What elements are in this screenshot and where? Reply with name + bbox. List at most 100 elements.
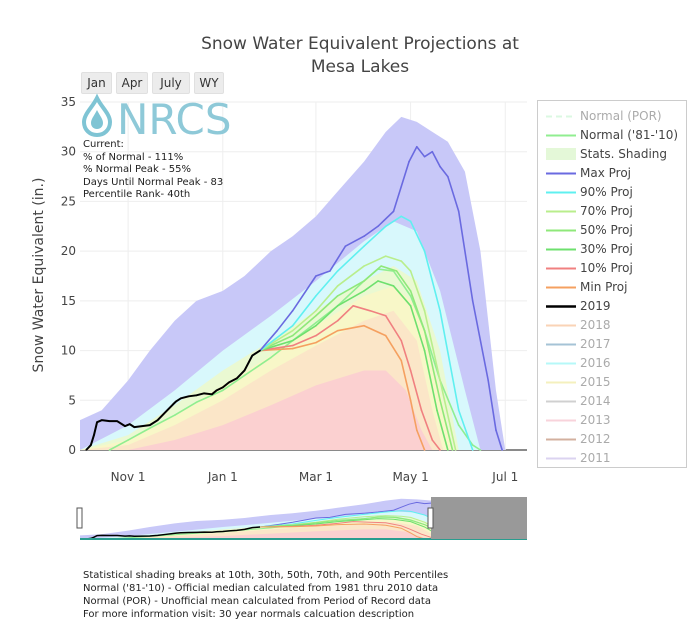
current-year-line-point: [96, 421, 98, 423]
projection-70-proj-point: [336, 285, 339, 287]
legend-symbol: [546, 457, 576, 460]
footnotes: Statistical shading breaks at 10th, 30th…: [83, 569, 448, 621]
projection-min-proj-point: [423, 449, 426, 451]
projection-70-proj-point: [454, 449, 457, 451]
projection-90-proj: [259, 215, 474, 451]
legend-item-2015[interactable]: 2015: [538, 373, 686, 392]
current-year-line-point: [128, 423, 131, 425]
projection-30-proj-point: [447, 449, 449, 451]
legend-label: 2012: [580, 432, 611, 446]
legend-item-50-proj[interactable]: 50% Proj: [538, 221, 686, 240]
projection-50-proj-point: [423, 329, 426, 332]
legend-symbol: [546, 134, 576, 137]
projection-max-proj-point: [416, 145, 418, 148]
current-year-line-point: [211, 393, 213, 396]
legend-item-2019[interactable]: 2019: [538, 297, 686, 316]
x-tick-label: Jul 1: [491, 470, 518, 484]
info-line-current: Current:: [83, 139, 124, 150]
current-year-line-point: [215, 389, 218, 392]
legend-symbol: [546, 305, 576, 308]
zoom-button-jan[interactable]: Jan: [81, 72, 112, 94]
info-line-pct-normal-peak: % Normal Peak - 55%: [83, 164, 191, 175]
legend-label: 50% Proj: [580, 223, 633, 237]
legend-item-2012[interactable]: 2012: [538, 430, 686, 449]
current-year-line-point: [164, 411, 167, 414]
current-year-line-point: [195, 394, 198, 397]
projection-50-proj-point: [439, 399, 441, 402]
legend-item-2016[interactable]: 2016: [538, 354, 686, 373]
projection-min-proj-point: [416, 429, 418, 431]
projection-30-proj-point: [336, 305, 339, 307]
legend-item-min-proj[interactable]: Min Proj: [538, 278, 686, 297]
zoom-button-july[interactable]: July: [152, 72, 190, 94]
projection-max-proj-point: [487, 379, 489, 382]
legend-symbol: [546, 267, 576, 270]
range-slider[interactable]: [76, 496, 528, 540]
legend-label: Min Proj: [580, 280, 628, 294]
chart-title-line2: Mesa Lakes: [310, 57, 410, 77]
current-year-line-point: [85, 449, 88, 451]
legend-item-max-proj[interactable]: Max Proj: [538, 164, 686, 183]
projection-90-proj-point: [291, 324, 294, 327]
legend-symbol: [546, 148, 576, 160]
legend-item-2011[interactable]: 2011: [538, 449, 686, 468]
normal-line-point: [315, 321, 317, 324]
projection-70-proj-point: [400, 260, 403, 262]
current-year-line-point: [251, 354, 254, 357]
projection-min-proj-point: [409, 399, 412, 402]
current-year-line-point: [149, 424, 151, 426]
legend-label: 2019: [580, 299, 611, 313]
projection-50-proj-point: [380, 265, 382, 267]
projection-max-proj-point: [431, 150, 434, 153]
legend-item-normal-por[interactable]: Normal (POR): [538, 107, 686, 126]
projection-90-proj-point: [400, 215, 403, 218]
legend-item-2014[interactable]: 2014: [538, 392, 686, 411]
current-year-line-point: [175, 400, 178, 403]
legend-symbol: [546, 172, 576, 175]
projection-30-proj-point: [377, 280, 379, 282]
normal-line-point: [173, 414, 176, 417]
footnote-normal-por: Normal (POR) - Unofficial mean calculate…: [83, 596, 431, 607]
legend-label: 2015: [580, 375, 611, 389]
projection-10-proj-point: [352, 305, 354, 307]
current-year-line-point: [172, 403, 174, 406]
legend-symbol: [546, 438, 576, 441]
info-line-days-until-peak: Days Until Normal Peak - 83: [83, 176, 224, 188]
legend-item-normal-81-10[interactable]: Normal ('81-'10): [538, 126, 686, 145]
zoom-button-wy[interactable]: WY: [194, 72, 224, 94]
legend-item-30-proj[interactable]: 30% Proj: [538, 240, 686, 259]
legend-symbol: [546, 248, 576, 251]
slider-left-handle[interactable]: [76, 507, 83, 529]
legend-item-stats-shading[interactable]: Stats. Shading: [538, 145, 686, 164]
current-year-line-point: [221, 386, 224, 389]
zoom-button-apr[interactable]: Apr: [116, 72, 148, 94]
current-year-line-point: [187, 395, 190, 398]
current-year-line-point: [243, 369, 246, 372]
projection-50-proj-point: [395, 270, 398, 272]
slider-right-handle[interactable]: [427, 507, 434, 529]
y-tick-label: 0: [68, 443, 76, 457]
projection-max-proj-point: [377, 225, 379, 228]
legend-label: Normal ('81-'10): [580, 128, 679, 142]
normal-line-point: [270, 356, 272, 359]
projection-90-proj-point: [315, 295, 317, 297]
projection-30-proj-point: [291, 339, 294, 342]
projection-50-proj-point: [336, 295, 339, 297]
legend-item-10-proj[interactable]: 10% Proj: [538, 259, 686, 278]
legend-item-90-proj[interactable]: 90% Proj: [538, 183, 686, 202]
normal-line-point: [221, 389, 224, 392]
projection-30-proj-point: [409, 305, 412, 307]
legend: Normal (POR) Normal ('81-'10) Stats. Shadi…: [537, 100, 687, 468]
legend-label: 2013: [580, 413, 611, 427]
footnote-more-info[interactable]: For more information visit: 30 year norm…: [83, 609, 415, 620]
legend-item-70-proj[interactable]: 70% Proj: [538, 202, 686, 221]
legend-item-2013[interactable]: 2013: [538, 411, 686, 430]
projection-max-proj-point: [495, 429, 497, 431]
legend-item-2018[interactable]: 2018: [538, 316, 686, 335]
projection-max-proj-point: [447, 175, 449, 178]
legend-symbol: [546, 381, 576, 384]
chart-title-line1: Snow Water Equivalent Projections at: [201, 34, 519, 54]
projection-max-proj-point: [457, 210, 460, 213]
projection-10-proj: [259, 305, 441, 451]
legend-item-2017[interactable]: 2017: [538, 335, 686, 354]
